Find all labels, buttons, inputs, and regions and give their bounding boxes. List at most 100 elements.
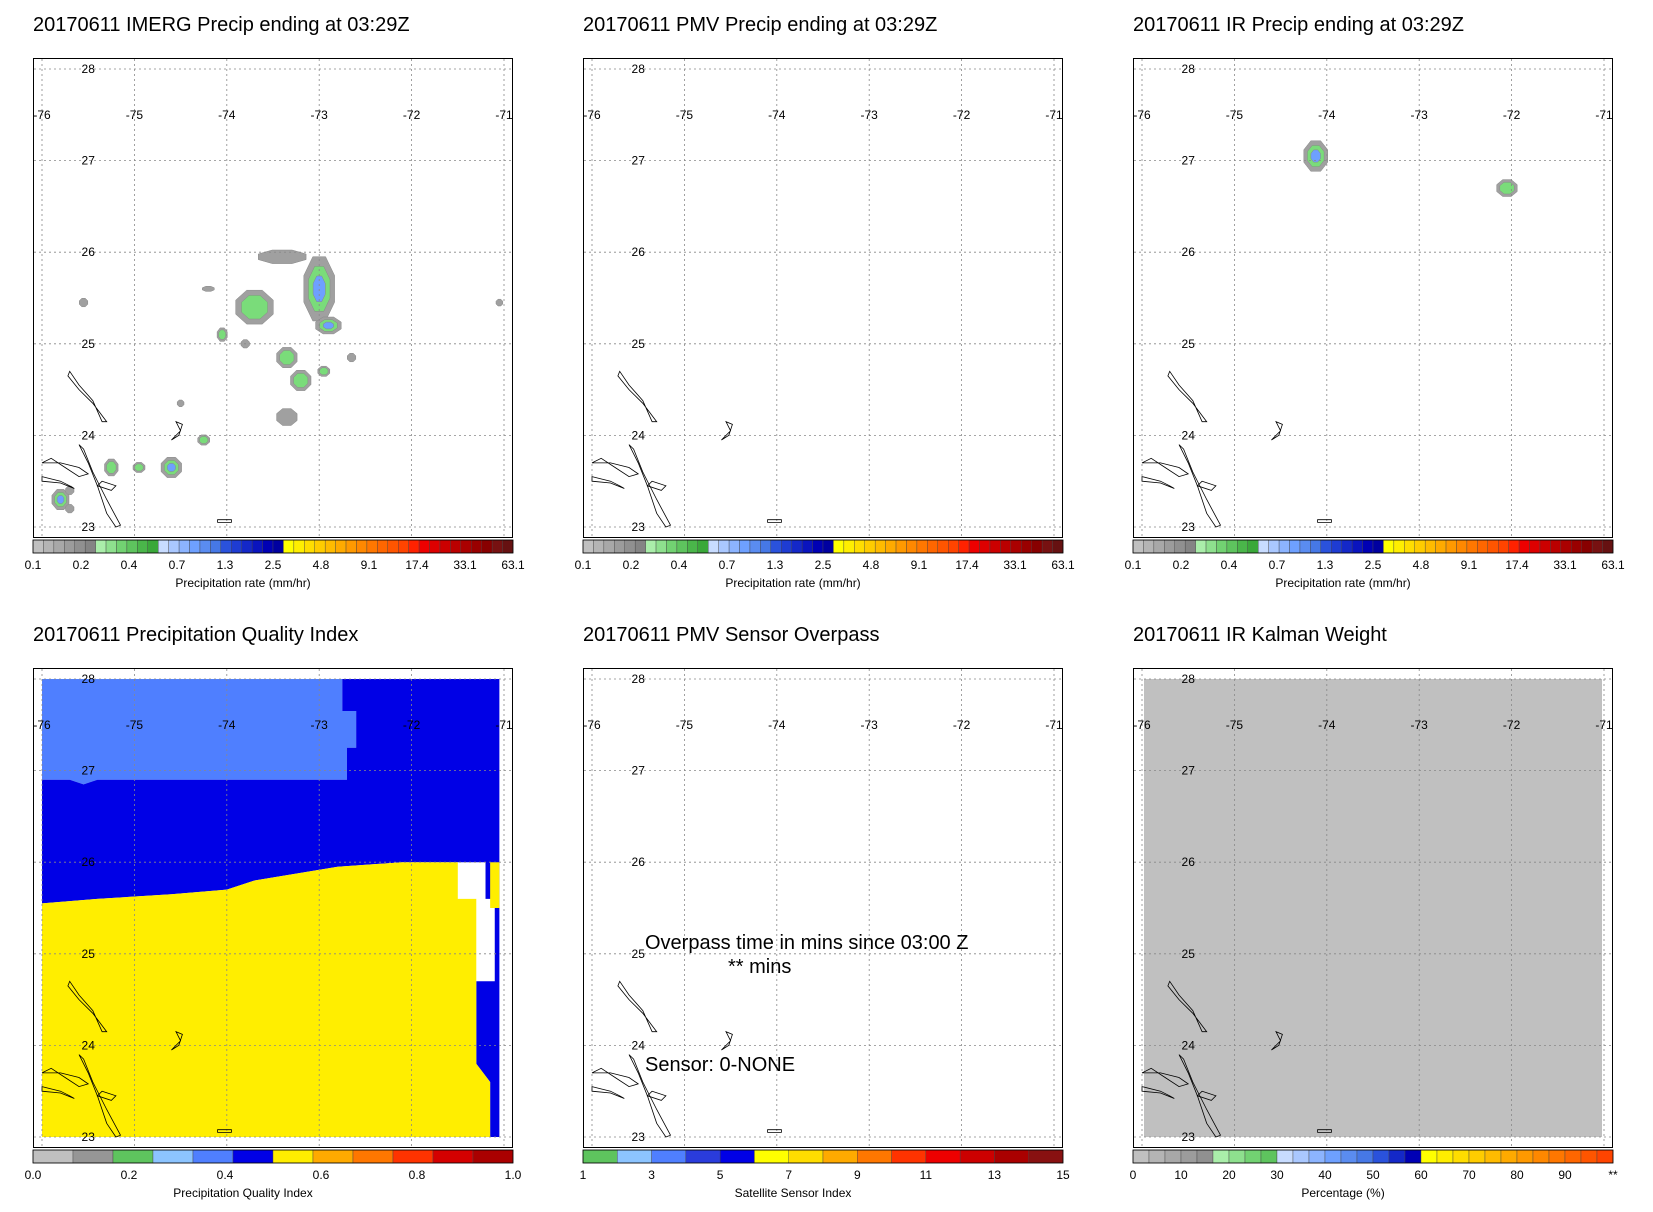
colorbar-swatch xyxy=(1340,1149,1358,1164)
colorbar-swatch xyxy=(1487,539,1499,554)
colorbar-swatch xyxy=(1508,539,1520,554)
lon-tick-label: -71 xyxy=(1595,718,1613,732)
colorbar-swatch xyxy=(1383,539,1395,554)
colorbar-tick-label: 9.1 xyxy=(1461,558,1478,572)
colorbar-swatch xyxy=(1404,1149,1422,1164)
colorbar-swatch xyxy=(1308,1149,1326,1164)
colorbar-tick-label: 15 xyxy=(1056,1168,1070,1182)
precip-contour xyxy=(279,350,295,365)
colorbar-tick-label: 0 xyxy=(1130,1168,1137,1182)
colorbar-tick-label: 4.8 xyxy=(863,558,880,572)
colorbar-swatch xyxy=(1143,539,1155,554)
colorbar-swatch xyxy=(324,539,336,554)
map-canvas: -76 -75 -74 -73 -72 -71 28 27 26 25 24 23 xyxy=(34,59,512,537)
colorbar-swatch xyxy=(231,539,242,554)
precip-contour xyxy=(293,373,309,388)
lon-tick-label: -74 xyxy=(768,108,786,122)
colorbar-tick-label: 5 xyxy=(717,1168,724,1182)
colorbar-swatch xyxy=(891,1149,927,1164)
colorbar-swatch xyxy=(241,539,253,554)
colorbar-title: Satellite Sensor Index xyxy=(734,1186,852,1200)
colorbar-swatch xyxy=(1164,539,1175,554)
coastline xyxy=(628,1054,672,1138)
colorbar-swatch xyxy=(1153,539,1165,554)
coastline xyxy=(1178,1054,1222,1138)
colorbar-swatch xyxy=(387,539,399,554)
colorbar-swatch xyxy=(788,1149,824,1164)
colorbar-swatch xyxy=(582,1149,618,1164)
overpass-mins-text: ** mins xyxy=(728,956,792,978)
lat-tick-label: 26 xyxy=(1182,855,1196,869)
colorbar-swatch xyxy=(666,539,678,554)
colorbar-title: Precipitation rate (mm/hr) xyxy=(725,576,861,590)
colorbar-tick-label: 2.5 xyxy=(815,558,832,572)
coastline xyxy=(1141,476,1175,489)
colorbar-swatch xyxy=(1132,539,1144,554)
coastline xyxy=(217,1129,232,1133)
colorbar-swatch xyxy=(833,539,845,554)
colorbar-swatch xyxy=(1420,1149,1438,1164)
colorbar-tick-label: 20 xyxy=(1222,1168,1236,1182)
colorbar-swatch xyxy=(272,1149,314,1164)
coastline xyxy=(767,1129,782,1133)
colorbar-swatch xyxy=(1581,539,1593,554)
colorbar-swatch xyxy=(739,539,751,554)
lat-tick-label: 26 xyxy=(82,245,96,259)
colorbar-swatch xyxy=(491,539,503,554)
coastline xyxy=(1271,420,1283,441)
colorbar-swatch xyxy=(105,539,117,554)
colorbar-tick-label: 0.1 xyxy=(575,558,592,572)
colorbar-frame xyxy=(32,539,514,554)
lon-tick-label: -73 xyxy=(311,108,329,122)
colorbar-swatch xyxy=(1484,1149,1502,1164)
lon-tick-label: -75 xyxy=(676,108,694,122)
colorbar-swatch xyxy=(1226,539,1238,554)
precip-contour xyxy=(65,504,75,514)
precip-contour xyxy=(106,461,117,474)
lon-tick-label: -72 xyxy=(403,718,421,732)
colorbar-tick-label: 0.4 xyxy=(671,558,688,572)
colorbar-swatch xyxy=(1468,1149,1486,1164)
colorbar-swatch xyxy=(366,539,378,554)
colorbar-tick-label: 9.1 xyxy=(911,558,928,572)
colorbar-container: 0.1 0.2 0.4 0.7 1.3 2.5 4.8 9.1 17.4 33.1 63.1 xyxy=(25,539,525,574)
panel-title: 20170611 IR Kalman Weight xyxy=(1133,624,1387,646)
coastline xyxy=(628,444,672,528)
colorbar-swatch xyxy=(312,1149,354,1164)
precip-contour xyxy=(276,408,298,426)
colorbar-swatch xyxy=(1180,1149,1198,1164)
colorbar-swatch xyxy=(335,539,347,554)
coastline xyxy=(1196,480,1217,491)
colorbar-swatch xyxy=(189,539,201,554)
colorbar-swatch xyxy=(377,539,388,554)
coastline xyxy=(41,1086,75,1099)
colorbar-swatch xyxy=(1518,539,1530,554)
coastline xyxy=(1141,1086,1175,1099)
lon-tick-label: -76 xyxy=(34,718,51,732)
colorbar-swatch xyxy=(1571,539,1582,554)
colorbar-swatch xyxy=(614,539,625,554)
precip-contour xyxy=(1310,149,1321,163)
colorbar-tick-label: 33.1 xyxy=(1003,558,1027,572)
colorbar-tick-label: 60 xyxy=(1414,1168,1428,1182)
colorbar-swatch xyxy=(1591,539,1603,554)
lat-tick-label: 27 xyxy=(1182,154,1196,168)
lon-tick-label: -76 xyxy=(584,108,601,122)
colorbar-tick-label: 9 xyxy=(854,1168,861,1182)
panel-ir-kalman-weight: 20170611 IR Kalman Weight -76 -75 -74 -73 -72… xyxy=(1130,624,1618,1204)
precip-contour xyxy=(79,298,89,308)
coastline xyxy=(1178,444,1222,528)
lat-tick-label: 27 xyxy=(82,764,96,778)
colorbar-tick-label: 1 xyxy=(580,1168,587,1182)
colorbar-swatch xyxy=(1021,539,1032,554)
colorbar-tick-label: 4.8 xyxy=(1413,558,1430,572)
colorbar: 0 10 20 30 40 50 60 70 80 90 ** xyxy=(1130,1149,1618,1182)
precip-contour xyxy=(323,321,334,330)
colorbar-swatch xyxy=(687,539,698,554)
colorbar-swatch xyxy=(418,539,430,554)
colorbar-swatch xyxy=(72,1149,114,1164)
lon-tick-label: -72 xyxy=(403,108,421,122)
colorbar-frame xyxy=(582,1149,1064,1164)
colorbar-swatch xyxy=(32,1149,74,1164)
colorbar-tick-label: 2.5 xyxy=(1365,558,1382,572)
